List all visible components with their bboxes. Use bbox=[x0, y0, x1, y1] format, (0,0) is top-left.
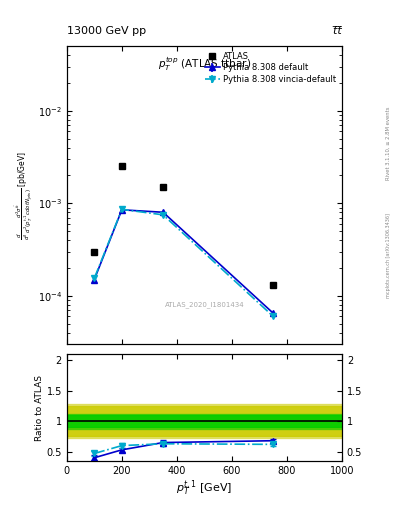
ATLAS bbox=[161, 184, 165, 190]
Legend: ATLAS, Pythia 8.308 default, Pythia 8.308 vincia-default: ATLAS, Pythia 8.308 default, Pythia 8.30… bbox=[203, 50, 338, 86]
Bar bbox=[67, 415, 342, 428]
Bar bbox=[67, 406, 342, 436]
ATLAS bbox=[271, 282, 275, 288]
Text: 13000 GeV pp: 13000 GeV pp bbox=[67, 26, 146, 36]
Bar bbox=[67, 414, 342, 429]
Text: t̅t̅: t̅t̅ bbox=[333, 26, 342, 36]
X-axis label: $p_T^{t,1}$ [GeV]: $p_T^{t,1}$ [GeV] bbox=[176, 478, 233, 499]
Text: $p_T^{top}$ (ATLAS ttbar): $p_T^{top}$ (ATLAS ttbar) bbox=[158, 55, 251, 73]
Line: ATLAS: ATLAS bbox=[91, 163, 277, 289]
Y-axis label: Ratio to ATLAS: Ratio to ATLAS bbox=[35, 375, 44, 440]
ATLAS bbox=[119, 163, 124, 169]
Bar bbox=[67, 404, 342, 438]
Y-axis label: $\frac{d}{d^2}\frac{d^2\sigma^{t\bar{t}}}{d^2(p_T^{t,1}cdot N_{jets})}$ [pb/GeV]: $\frac{d}{d^2}\frac{d^2\sigma^{t\bar{t}}… bbox=[13, 151, 35, 240]
Text: mcplots.cern.ch [arXiv:1306.3436]: mcplots.cern.ch [arXiv:1306.3436] bbox=[386, 214, 391, 298]
Text: ATLAS_2020_I1801434: ATLAS_2020_I1801434 bbox=[165, 302, 244, 308]
ATLAS bbox=[92, 249, 97, 255]
Text: Rivet 3.1.10, ≥ 2.8M events: Rivet 3.1.10, ≥ 2.8M events bbox=[386, 106, 391, 180]
